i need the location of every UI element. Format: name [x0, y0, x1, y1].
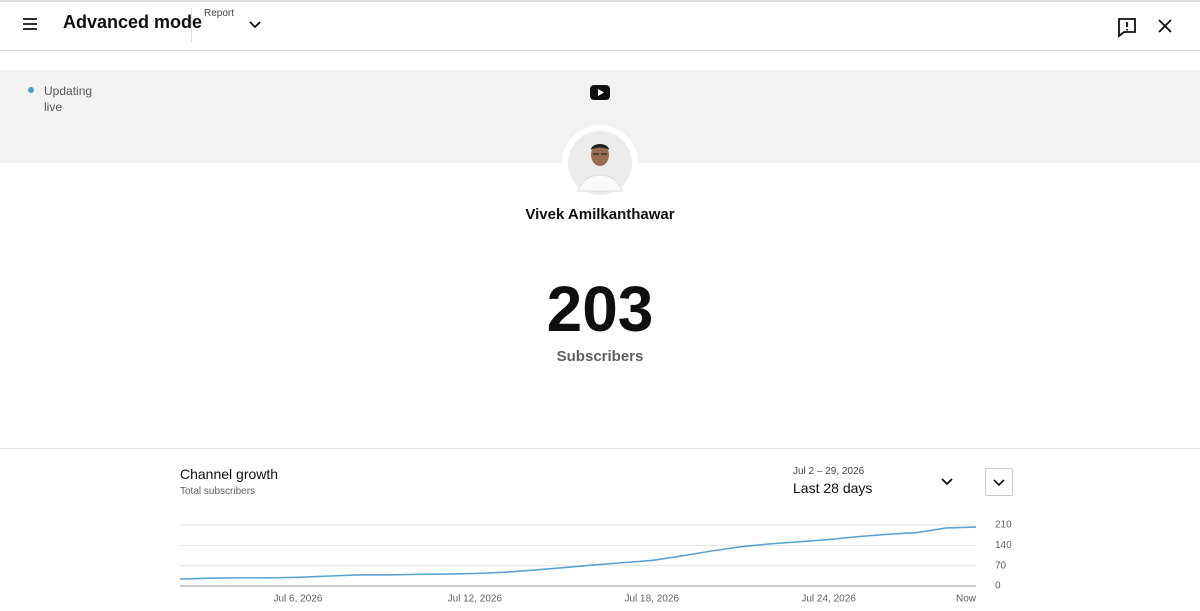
chart-subtitle: Total subscribers — [180, 486, 256, 497]
subscriber-count: 203 — [546, 273, 654, 345]
period[interactable]: Last 28 days — [793, 480, 873, 496]
subscriber-label: Subscribers — [556, 348, 644, 365]
x-tick-label: Jul 18, 2026 — [624, 594, 679, 605]
y-tick-label: 0 — [995, 581, 1001, 592]
period-dropdown[interactable] — [938, 473, 956, 491]
top-bar — [0, 2, 1200, 51]
report-dropdown[interactable] — [246, 16, 264, 34]
separator — [0, 448, 1200, 449]
x-tick-label: Jul 24, 2026 — [801, 594, 856, 605]
avatar — [562, 125, 638, 201]
feedback-button[interactable] — [1116, 16, 1138, 38]
line — [179, 526, 977, 580]
date-range: Jul 2 – 29, 2026 — [793, 466, 865, 477]
avatar-image — [568, 131, 632, 195]
top-line — [0, 0, 1200, 2]
x-tick-label: Jul 6, 2026 — [273, 594, 322, 605]
expand-button[interactable] — [985, 468, 1013, 496]
channel-name: Vivek Amilkanthawar — [525, 206, 675, 223]
menu-button[interactable] — [20, 14, 40, 34]
divider — [191, 8, 192, 42]
chart-title: Channel growth — [180, 466, 279, 482]
x-tick-label: Jul 12, 2026 — [448, 594, 503, 605]
expand-icon — [993, 479, 1005, 487]
y-tick-label: 70 — [995, 560, 1007, 571]
live-dot — [28, 87, 34, 93]
y-tick-label: 210 — [995, 520, 1012, 531]
y-tick-label: 140 — [995, 540, 1012, 551]
page-title: Advanced mode — [63, 12, 203, 32]
x-tick-label: Now — [956, 594, 977, 605]
report-label[interactable]: Report — [204, 8, 235, 19]
youtube-logo — [590, 85, 610, 100]
close-button[interactable] — [1155, 16, 1175, 36]
status-text: Updating live — [44, 84, 93, 114]
